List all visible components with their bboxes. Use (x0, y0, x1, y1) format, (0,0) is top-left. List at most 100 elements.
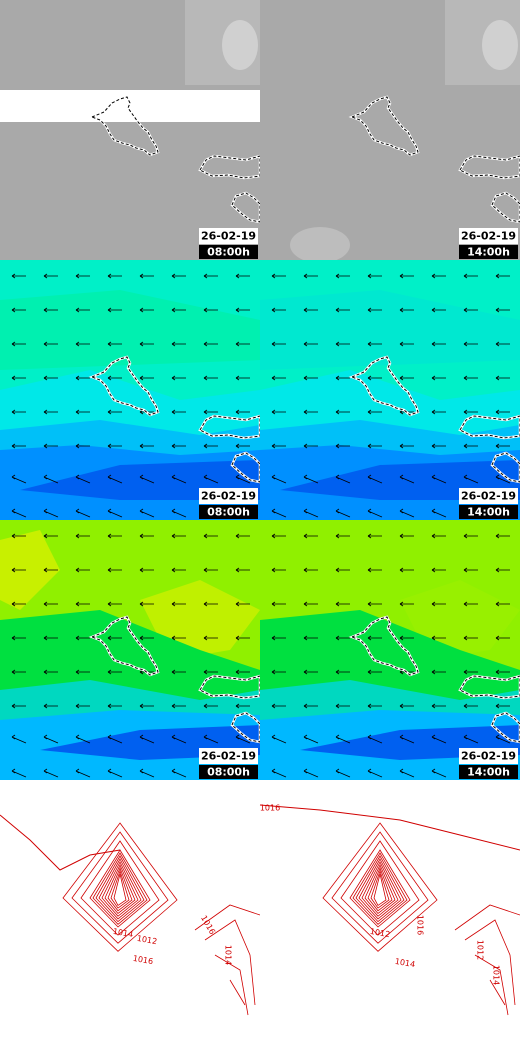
field-band (260, 290, 520, 370)
wind-arrow (11, 307, 26, 313)
wind-arrow (75, 508, 91, 518)
wind-arrow (107, 768, 123, 778)
wind-arrow (107, 601, 122, 607)
wind-arrow (495, 474, 511, 484)
wind-arrow (43, 768, 59, 778)
wind-arrow (271, 273, 286, 279)
wind-arrow (11, 533, 26, 539)
wind-arrow (235, 533, 250, 539)
wind-arrow (463, 533, 478, 539)
wind-arrow (303, 734, 319, 744)
wind-arrow (11, 508, 27, 518)
wind-arrow (75, 703, 90, 709)
wind-arrow (203, 533, 218, 539)
wind-arrow (235, 409, 250, 415)
wind-arrow (271, 734, 287, 744)
wind-arrow (171, 409, 186, 415)
time-box (459, 245, 518, 259)
wind-arrow (335, 443, 350, 449)
wind-arrow (463, 443, 478, 449)
wind-arrow (335, 533, 350, 539)
wind-arrow (367, 635, 382, 641)
isobar (113, 873, 127, 906)
wind-arrow (335, 703, 350, 709)
wind-arrow (171, 669, 186, 675)
wind-arrow (11, 734, 27, 744)
isobar (331, 831, 429, 944)
wind-arrow (335, 474, 351, 484)
wind-arrow (43, 273, 58, 279)
wind-arrow (75, 341, 90, 347)
field-band (0, 530, 60, 610)
time-box (459, 505, 518, 519)
date-box (459, 748, 518, 764)
wind-arrow (203, 567, 218, 573)
wind-arrow (463, 474, 479, 484)
wind-arrow (367, 273, 382, 279)
cloud-patch (482, 20, 518, 70)
wind-arrow (367, 341, 382, 347)
time-box (199, 245, 258, 259)
wind-arrow (431, 768, 447, 778)
wind-arrow (431, 375, 446, 381)
wind-arrow (171, 307, 186, 313)
wind-arrow (367, 409, 382, 415)
wind-arrow (431, 533, 446, 539)
wind-arrow (171, 601, 186, 607)
wind-arrow (335, 635, 350, 641)
wind-arrow (367, 734, 383, 744)
wind-arrow (235, 734, 251, 744)
wind-arrow (11, 409, 26, 415)
wind-arrow (139, 533, 154, 539)
wind-arrow (75, 601, 90, 607)
isobar (340, 840, 420, 936)
wind-arrow (75, 567, 90, 573)
date-label: 26-02-19 (461, 490, 516, 503)
time-box (199, 505, 258, 519)
wind-arrow (11, 375, 26, 381)
wind-arrow (43, 307, 58, 313)
wind-arrow (303, 474, 319, 484)
wind-arrow (431, 734, 447, 744)
wind-arrow (367, 567, 382, 573)
wind-arrow (171, 375, 186, 381)
wind-arrow (335, 601, 350, 607)
wind-arrow (203, 601, 218, 607)
wind-arrow (107, 375, 122, 381)
pressure-background (0, 780, 260, 1040)
wind-arrow (431, 508, 447, 518)
wind-arrow (431, 341, 446, 347)
wind-arrow (335, 273, 350, 279)
isobar (358, 858, 402, 920)
wind-arrow (303, 307, 318, 313)
wind-arrow (271, 409, 286, 415)
wind-arrow (271, 375, 286, 381)
isobar (101, 861, 139, 917)
isobar-label: 1012 (136, 934, 158, 946)
isobar-label: 1014 (224, 945, 233, 965)
wind-arrow (495, 409, 510, 415)
wind-arrow (203, 734, 219, 744)
wind-arrow (463, 669, 478, 675)
date-box (459, 488, 518, 504)
wind-arrow (431, 601, 446, 607)
wind-arrow (203, 669, 218, 675)
wind-arrow (107, 703, 122, 709)
wind-arrow (367, 669, 382, 675)
wind-arrow (43, 669, 58, 675)
wind-arrow (43, 508, 59, 518)
wind-arrow (107, 273, 122, 279)
wind-arrow (203, 409, 218, 415)
wind-arrow (495, 703, 510, 709)
wind-arrow (171, 567, 186, 573)
isobar (89, 849, 151, 928)
cloud-panel (0, 0, 262, 260)
wind-arrow (495, 443, 510, 449)
wind-arrow (203, 635, 218, 641)
wind-arrow (139, 567, 154, 573)
time-label: 08:00h (207, 246, 250, 259)
wind-arrow (171, 734, 187, 744)
wind-arrow (495, 669, 510, 675)
wind-arrow (431, 567, 446, 573)
